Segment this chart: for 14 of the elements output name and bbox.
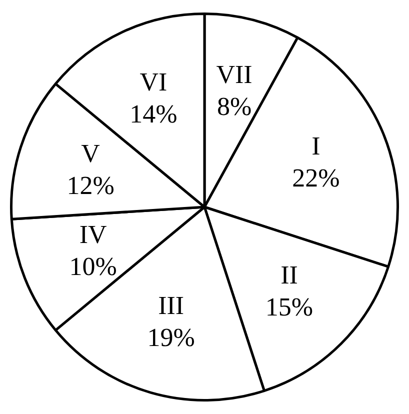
data-label: 22% xyxy=(292,164,340,193)
slice-label: IV xyxy=(79,220,108,249)
data-label: 8% xyxy=(216,92,252,121)
data-label: 15% xyxy=(265,292,314,322)
data-label: 19% xyxy=(147,322,195,352)
slice-label: II xyxy=(280,260,298,290)
slice-label: I xyxy=(312,132,320,161)
slice-label: VII xyxy=(216,60,252,89)
data-label: 10% xyxy=(69,252,117,281)
slice-label: III xyxy=(158,290,184,320)
data-label: 12% xyxy=(66,170,114,200)
slice-label: V xyxy=(81,138,100,168)
slice-label: VI xyxy=(140,67,168,96)
data-label: 14% xyxy=(130,99,178,128)
